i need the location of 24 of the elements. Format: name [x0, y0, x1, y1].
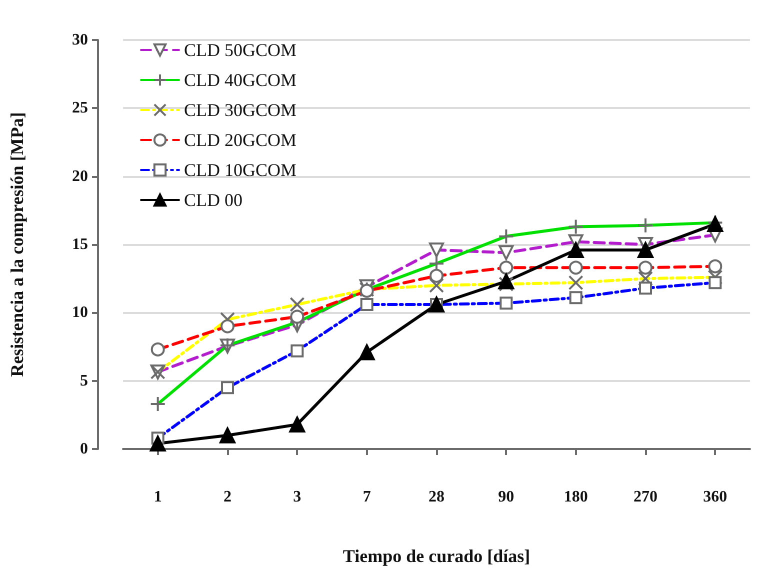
legend-label: CLD 20GCOM — [184, 130, 297, 150]
x-tick-label: 90 — [498, 488, 514, 506]
legend-label: CLD 30GCOM — [184, 100, 297, 120]
y-axis-title: Resistencia a la compresión [MPa] — [7, 112, 27, 377]
y-tick-label: 15 — [72, 236, 88, 253]
y-tick-label: 5 — [80, 372, 88, 390]
legend-label: CLD 00 — [184, 190, 242, 210]
y-tick-label: 0 — [80, 440, 88, 458]
x-tick-label: 7 — [362, 488, 371, 506]
x-tick-label: 270 — [634, 488, 658, 506]
legend-label: CLD 50GCOM — [184, 40, 297, 60]
x-tick-label: 1 — [154, 488, 162, 506]
x-tick-label: 3 — [293, 488, 302, 506]
y-tick-label: 30 — [72, 32, 88, 48]
y-tick-label: 20 — [72, 168, 88, 185]
x-tick-label: 360 — [703, 488, 728, 506]
x-tick-label: 2 — [224, 488, 232, 506]
x-axis-title: Tiempo de curado [días] — [342, 546, 530, 566]
x-tick-label: 28 — [428, 488, 444, 506]
y-tick-label: 25 — [72, 100, 88, 117]
y-tick-label: 10 — [72, 304, 88, 322]
x-tick-label: 180 — [564, 488, 588, 506]
legend-label: CLD 40GCOM — [184, 70, 297, 90]
legend-label: CLD 10GCOM — [184, 160, 297, 180]
